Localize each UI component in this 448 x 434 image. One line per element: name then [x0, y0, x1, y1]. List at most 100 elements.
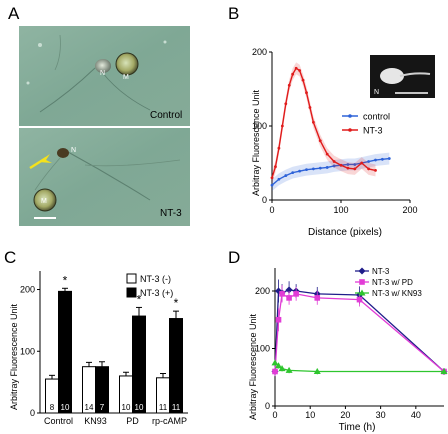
c-significance-marker: * [63, 273, 68, 287]
d-x-tick-label: 20 [340, 410, 350, 420]
b-data-point [294, 66, 298, 70]
d-y-tick-label: 0 [265, 401, 270, 411]
label-m-top: M [123, 74, 129, 81]
c-y-tick-label: 200 [20, 285, 35, 295]
b-x-tick-label: 0 [269, 205, 274, 215]
b-legend: control NT-3 [342, 112, 390, 136]
b-data-point [284, 102, 288, 106]
b-data-point [353, 163, 357, 166]
neuron-cell [95, 59, 111, 73]
b-data-point [270, 176, 274, 180]
b-data-point [305, 91, 308, 95]
label-n-top: N [100, 70, 105, 77]
b-data-point [346, 166, 350, 170]
c-category-label: rp-cAMP [152, 416, 187, 426]
b-x-axis-label: Distance (pixels) [308, 227, 382, 238]
b-data-point [318, 166, 322, 170]
d-data-point [313, 368, 321, 374]
d-x-tick-label: 30 [376, 410, 386, 420]
c-n-label: 10 [135, 403, 144, 412]
b-data-point [274, 165, 277, 169]
b-data-point [367, 160, 370, 163]
b-data-point [284, 174, 288, 177]
b-data-point [325, 166, 329, 169]
b-error-band-0 [272, 152, 390, 192]
d-data-point [314, 295, 321, 301]
b-data-point [353, 167, 357, 171]
d-data-point [278, 365, 286, 372]
b-data-point [312, 167, 315, 171]
d-x-axis-label: Time (h) [339, 422, 376, 433]
b-data-point [291, 171, 295, 175]
d-y-tick-label: 200 [255, 286, 270, 296]
c-bar-nt3-plus [169, 318, 183, 414]
d-data-point [440, 368, 448, 374]
micrograph-background [19, 26, 190, 126]
b-y-tick-label: 100 [252, 121, 267, 131]
d-legend-marker [359, 279, 365, 285]
label-n-bottom: N [71, 147, 76, 154]
c-n-label: 11 [172, 403, 181, 412]
d-data-point [275, 362, 283, 369]
c-bar-nt3-plus [132, 315, 146, 414]
c-y-tick-label: 0 [30, 408, 35, 418]
c-y-axis-label: Arbitray Fluorescence Unit [9, 303, 19, 410]
b-data-point [325, 152, 329, 156]
panel-d: D Arbitray Fluorescence Unit Time (h) 0 1… [228, 248, 448, 433]
b-data-point [387, 157, 391, 160]
panel-letter-d: D [228, 248, 240, 267]
b-data-point [308, 106, 312, 109]
b-data-point [298, 69, 301, 72]
b-data-point [287, 83, 291, 87]
b-data-point [318, 139, 322, 143]
b-data-point [277, 146, 281, 150]
d-y-axis-label: Arbitray Fluorescence Unit [248, 313, 258, 420]
b-inset-label: N [374, 89, 379, 96]
arrow-shaft [29, 156, 47, 170]
d-legend-label: NT-3 [372, 267, 390, 276]
b-data-point [277, 177, 281, 181]
b-inset-image: N [370, 55, 435, 98]
c-y-tick-label: 100 [20, 346, 35, 356]
d-data-point [356, 296, 363, 303]
d-x-tick-label: 0 [272, 410, 277, 420]
condition-label-nt3: NT-3 [160, 208, 182, 219]
b-data-point [305, 168, 308, 172]
c-category-label: Control [44, 416, 73, 426]
b-y-tick-label: 200 [252, 47, 267, 57]
c-plot-area: 0 100 200 8 10 * Control 14 7 KN93 10 10 * PD 11 11 * rp-… [20, 271, 188, 426]
d-data-point [285, 286, 293, 294]
c-legend-label: NT-3 (-) [140, 274, 171, 284]
panel-a: A N M Control N M [8, 4, 190, 226]
b-data-point [360, 161, 364, 165]
c-legend: NT-3 (-) NT-3 (+) [126, 273, 173, 298]
c-legend-label: NT-3 (+) [140, 288, 173, 298]
b-plot-area: 0 100 200 0 100 200 [252, 47, 418, 215]
d-data-point [271, 359, 279, 366]
b-data-point [332, 164, 336, 168]
c-legend-swatch [126, 273, 137, 284]
c-category-label: PD [126, 416, 139, 426]
b-x-tick-label: 100 [333, 205, 348, 215]
c-significance-marker: * [174, 296, 179, 310]
d-legend-marker [358, 267, 366, 275]
label-m-bottom: M [41, 198, 47, 205]
micrograph-control: N M Control [19, 26, 190, 126]
b-data-point [298, 169, 301, 173]
c-category-label: KN93 [84, 416, 107, 426]
b-series-line-1 [271, 67, 376, 179]
macrophage-cell [33, 188, 57, 212]
c-significance-marker: * [137, 292, 142, 306]
c-n-label: 10 [122, 403, 131, 412]
b-legend-label: control [363, 112, 390, 122]
d-data-point [272, 368, 278, 375]
b-data-point [339, 163, 343, 167]
macrophage-cell [115, 52, 139, 76]
b-data-point [381, 157, 384, 161]
d-series-line-1 [274, 292, 445, 372]
b-y-tick-label: 0 [262, 195, 267, 205]
panel-letter-c: C [4, 248, 16, 267]
d-x-tick-label: 40 [411, 410, 421, 420]
b-legend-marker [348, 114, 352, 118]
